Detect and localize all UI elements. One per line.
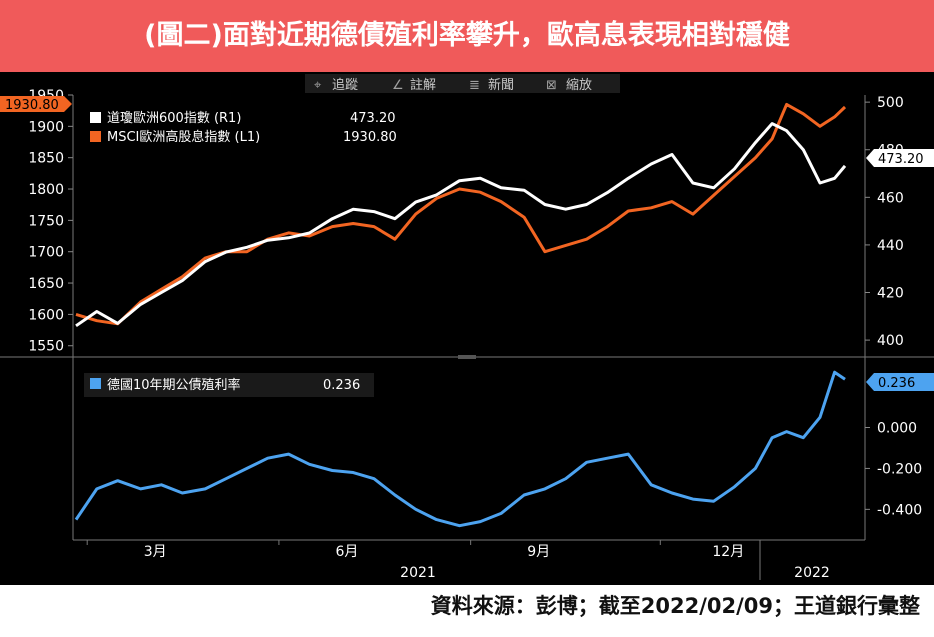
yield-tick-label-2: 0.000	[877, 420, 917, 436]
yield-value-tag-text: 0.236	[878, 376, 915, 391]
toolbar-news-label: 新聞	[488, 77, 514, 93]
x-month-label-0: 3月	[144, 544, 167, 560]
legend-label-bund: 德國10年期公債殖利率	[107, 377, 241, 393]
legend-label-stoxx600: 道瓊歐洲600指數 (R1)	[107, 111, 241, 126]
chart-svg: ⌖ 追蹤 ∠ 註解 ≣ 新聞 ⊠ 縮放 1550 1600 1650 1700 1750…	[0, 74, 934, 581]
right-tick-label-1: 420	[877, 286, 904, 302]
left-tick-label-1: 1600	[28, 307, 64, 323]
left-tick-label-5: 1800	[28, 182, 64, 198]
yield-tick-label-0: -0.400	[877, 502, 922, 518]
bottom-legend: 德國10年期公債殖利率 0.236	[84, 373, 374, 397]
right-y-axis: 400420440460480500	[865, 95, 904, 349]
legend-swatch-bund	[90, 378, 101, 389]
x-axis: 3月 6月 9月 12月 2021 2022	[86, 540, 830, 581]
panel-divider-handle[interactable]	[458, 355, 476, 359]
x-month-label-2: 9月	[527, 544, 550, 560]
toolbar-annotate-label: 註解	[410, 78, 436, 93]
left-tick-label-0: 1550	[28, 339, 64, 355]
x-year-label-0: 2021	[400, 565, 436, 581]
yield-y-axis: -0.400 -0.200 0.000	[865, 420, 922, 518]
right-value-tag: 473.20	[866, 149, 934, 167]
source-note: 資料來源：彭博；截至2022/02/09；王道銀行彙整	[430, 594, 920, 618]
left-value-tag-text: 1930.80	[5, 98, 59, 113]
yield-value-tag: 0.236	[866, 373, 934, 391]
right-tick-label-0: 400	[877, 333, 904, 349]
toolbar-track-label: 追蹤	[332, 77, 358, 93]
series-line-msci-high-dividend	[75, 102, 847, 326]
x-year-label-1: 2022	[794, 565, 830, 581]
bottom-panel-series	[74, 370, 846, 528]
right-tick-label-2: 440	[877, 238, 904, 254]
left-tick-label-4: 1750	[28, 213, 64, 229]
zoom-icon: ⊠	[546, 78, 557, 93]
pen-icon: ∠	[392, 78, 404, 93]
news-icon: ≣	[469, 78, 480, 93]
top-legend: 道瓊歐洲600指數 (R1) 473.20 MSCI歐洲高股息指數 (L1) 1…	[84, 106, 412, 152]
left-value-tag: 1930.80	[0, 96, 72, 113]
crosshair-icon: ⌖	[314, 78, 322, 93]
toolbar-news[interactable]: ≣ 新聞	[469, 77, 514, 93]
left-tick-label-7: 1900	[28, 119, 64, 135]
toolbar-annotate[interactable]: ∠ 註解	[392, 78, 436, 93]
x-month-label-3: 12月	[712, 544, 744, 560]
legend-value-msci: 1930.80	[343, 130, 397, 145]
legend-swatch-msci	[90, 131, 101, 142]
legend-label-msci: MSCI歐洲高股息指數 (L1)	[107, 129, 260, 145]
legend-value-stoxx600: 473.20	[350, 111, 396, 126]
left-tick-label-3: 1700	[28, 245, 64, 261]
series-line-bund-10y	[74, 370, 846, 528]
toolbar-track[interactable]: ⌖ 追蹤	[314, 77, 358, 93]
chart-area: ⌖ 追蹤 ∠ 註解 ≣ 新聞 ⊠ 縮放 1550 1600 1650 1700 1750…	[0, 72, 934, 585]
left-tick-label-2: 1650	[28, 276, 64, 292]
yield-tick-label-1: -0.200	[877, 461, 922, 477]
left-tick-label-6: 1850	[28, 151, 64, 167]
x-month-label-1: 6月	[335, 544, 358, 560]
title-banner: (圖二)面對近期德債殖利率攀升，歐高息表現相對穩健	[0, 0, 934, 72]
right-value-tag-text: 473.20	[878, 152, 924, 167]
legend-swatch-stoxx600	[90, 112, 101, 123]
chart-toolbar: ⌖ 追蹤 ∠ 註解 ≣ 新聞 ⊠ 縮放	[305, 74, 620, 93]
chart-title: (圖二)面對近期德債殖利率攀升，歐高息表現相對穩健	[144, 20, 790, 51]
toolbar-zoom-label: 縮放	[566, 77, 592, 93]
right-tick-label-5: 500	[877, 95, 904, 111]
legend-value-bund: 0.236	[323, 378, 360, 393]
left-y-axis: 155016001650170017501800185019001950	[28, 88, 73, 355]
top-panel-series	[75, 102, 847, 328]
toolbar-zoom[interactable]: ⊠ 縮放	[546, 77, 592, 93]
series-line-stoxx600	[75, 122, 847, 328]
right-tick-label-3: 460	[877, 190, 904, 206]
